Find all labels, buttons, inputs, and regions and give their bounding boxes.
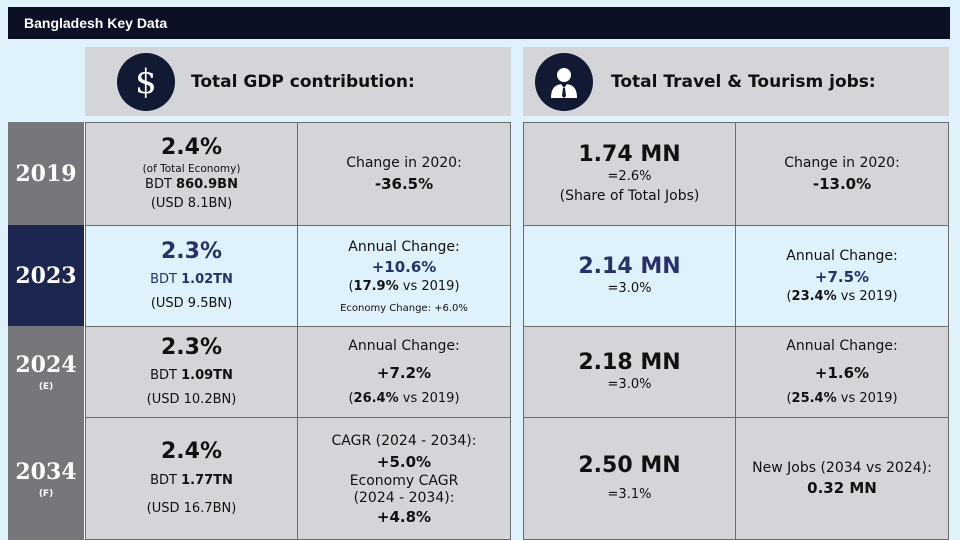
year-text: 2034 — [15, 458, 77, 485]
vs-rest: vs 2019) — [398, 390, 460, 406]
gdp-value-cell: 2.4% BDT 1.77TN (USD 16.7BN) — [85, 417, 298, 540]
gdp-bdt: BDT 860.9BN — [145, 176, 238, 194]
year-subtext: (F) — [38, 488, 54, 499]
gdp-usd: (USD 8.1BN) — [150, 195, 233, 211]
year-text: 2023 — [15, 262, 77, 289]
vs-pct: 25.4% — [791, 390, 837, 406]
economy-cagr-label: Economy CAGR — [349, 472, 459, 489]
gdp-change-value: +10.6% — [371, 258, 437, 277]
new-jobs-value: 0.32 MN — [807, 479, 877, 498]
jobs-change-cell: Annual Change: +1.6% (25.4% vs 2019) — [735, 326, 949, 418]
year-label-2024: 2024 (E) — [8, 326, 85, 417]
jobs-change-label: Annual Change: — [786, 338, 898, 355]
gdp-percent: 2.3% — [160, 238, 222, 264]
gdp-change-label: Change in 2020: — [346, 155, 462, 172]
gdp-percent: 2.4% — [160, 135, 222, 161]
jobs-value-cell: 1.74 MN =2.6% (Share of Total Jobs) — [523, 122, 736, 226]
gdp-percent: 2.4% — [160, 439, 222, 465]
gdp-share-note: (of Total Economy) — [142, 162, 241, 175]
jobs-change-cell: Annual Change: +7.5% (23.4% vs 2019) — [735, 225, 949, 327]
page-title: Bangladesh Key Data — [24, 15, 168, 31]
dollar-icon: $ — [117, 52, 175, 111]
person-icon — [535, 52, 593, 111]
jobs-value-cell: 2.14 MN =3.0% — [523, 225, 736, 327]
jobs-change-value: +7.5% — [814, 267, 870, 286]
new-jobs-cell: New Jobs (2034 vs 2024): 0.32 MN — [735, 417, 949, 540]
gdp-header-title: Total GDP contribution: — [191, 71, 415, 92]
year-label-2023: 2023 — [8, 225, 85, 326]
jobs-share: =3.0% — [607, 377, 652, 393]
jobs-value-cell: 2.18 MN =3.0% — [523, 326, 736, 418]
jobs-header-title: Total Travel & Tourism jobs: — [611, 71, 876, 92]
gdp-change-cell: Change in 2020: -36.5% — [297, 122, 511, 226]
jobs-value: 2.50 MN — [578, 453, 681, 479]
bdt-value: 860.9BN — [176, 177, 238, 193]
gdp-vs-2019: (26.4% vs 2019) — [348, 390, 460, 406]
gdp-change-cell: Annual Change: +10.6% (17.9% vs 2019) Ec… — [297, 225, 511, 327]
bdt-prefix: BDT — [150, 472, 182, 488]
economy-change: Economy Change: +6.0% — [340, 303, 468, 315]
cagr-label: CAGR (2024 - 2034): — [331, 433, 477, 450]
jobs-change-value: -13.0% — [812, 174, 872, 193]
vs-rest: vs 2019) — [398, 279, 460, 295]
vs-rest: vs 2019) — [836, 390, 898, 406]
gdp-percent: 2.3% — [160, 334, 222, 360]
economy-cagr-period: (2024 - 2034): — [353, 490, 455, 507]
jobs-change-value: +1.6% — [814, 363, 870, 382]
title-bar: Bangladesh Key Data — [8, 7, 950, 39]
vs-pct: 23.4% — [791, 288, 837, 304]
bdt-value: 1.02TN — [181, 272, 233, 287]
jobs-header: Total Travel & Tourism jobs: — [523, 47, 949, 116]
jobs-change-label: Annual Change: — [786, 248, 898, 265]
year-label-2019: 2019 — [8, 122, 85, 225]
gdp-change-value: -36.5% — [374, 174, 434, 193]
jobs-value: 2.18 MN — [578, 349, 681, 375]
new-jobs-label: New Jobs (2034 vs 2024): — [752, 459, 932, 476]
year-label-2034: 2034 (F) — [8, 417, 85, 540]
cagr-value: +5.0% — [376, 452, 432, 471]
jobs-share: =3.1% — [607, 486, 652, 502]
jobs-share: =3.0% — [607, 281, 652, 297]
gdp-bdt: BDT 1.02TN — [150, 271, 233, 289]
gdp-change-label: Annual Change: — [348, 238, 460, 255]
gdp-change-label: Annual Change: — [348, 338, 460, 355]
jobs-share-note: (Share of Total Jobs) — [559, 188, 700, 205]
gdp-change-cell: Annual Change: +7.2% (26.4% vs 2019) — [297, 326, 511, 418]
gdp-usd: (USD 16.7BN) — [146, 500, 237, 516]
gdp-value-cell: 2.4% (of Total Economy) BDT 860.9BN (USD… — [85, 122, 298, 226]
jobs-value-cell: 2.50 MN =3.1% — [523, 417, 736, 540]
gdp-usd: (USD 10.2BN) — [146, 392, 237, 408]
vs-pct: 17.9% — [353, 279, 399, 295]
gdp-value-cell: 2.3% BDT 1.09TN (USD 10.2BN) — [85, 326, 298, 418]
gdp-change-cell: CAGR (2024 - 2034): +5.0% Economy CAGR (… — [297, 417, 511, 540]
jobs-value: 2.14 MN — [578, 253, 681, 279]
jobs-value: 1.74 MN — [578, 141, 681, 167]
economy-cagr-value: +4.8% — [376, 507, 432, 526]
vs-pct: 26.4% — [353, 390, 399, 406]
year-text: 2019 — [15, 160, 77, 187]
jobs-vs-2019: (23.4% vs 2019) — [786, 288, 898, 304]
gdp-vs-2019: (17.9% vs 2019) — [348, 279, 460, 295]
gdp-change-value: +7.2% — [376, 363, 432, 382]
gdp-header: $ Total GDP contribution: — [85, 47, 511, 116]
gdp-usd: (USD 9.5BN) — [150, 296, 233, 312]
gdp-bdt: BDT 1.77TN — [150, 472, 233, 490]
bdt-value: 1.09TN — [181, 368, 233, 383]
year-text: 2024 — [15, 351, 77, 378]
year-subtext: (E) — [38, 381, 54, 392]
jobs-change-label: Change in 2020: — [784, 155, 900, 172]
jobs-change-cell: Change in 2020: -13.0% — [735, 122, 949, 226]
vs-rest: vs 2019) — [836, 288, 898, 304]
bdt-value: 1.77TN — [181, 472, 233, 488]
jobs-share: =2.6% — [607, 168, 652, 184]
gdp-bdt: BDT 1.09TN — [150, 367, 233, 385]
bdt-prefix: BDT — [150, 272, 182, 287]
bdt-prefix: BDT — [145, 177, 177, 193]
bdt-prefix: BDT — [150, 368, 182, 383]
gdp-value-cell: 2.3% BDT 1.02TN (USD 9.5BN) — [85, 225, 298, 327]
jobs-vs-2019: (25.4% vs 2019) — [786, 390, 898, 406]
